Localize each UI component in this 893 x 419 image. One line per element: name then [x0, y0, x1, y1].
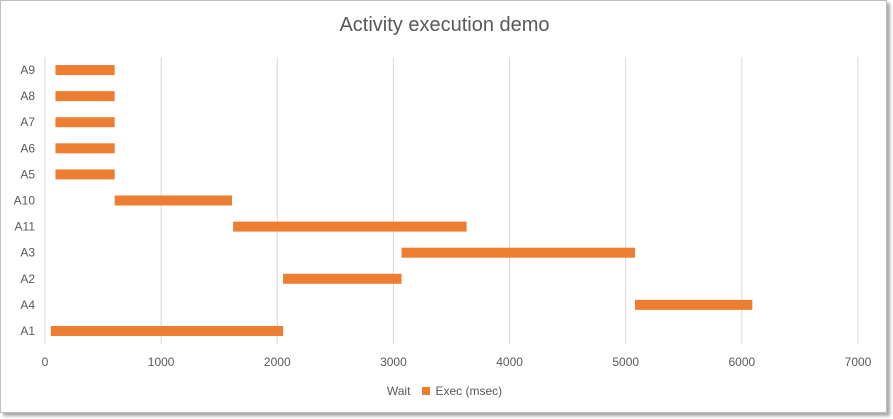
bar-exec-A2	[283, 273, 402, 284]
bar-exec-A10	[114, 195, 232, 206]
chart-plot: 0 1000 2000 3000 4000 5000 6000 7000 A1 A4 A2 A3 A11…	[14, 57, 872, 369]
x-tick-label-3000: 3000	[380, 355, 407, 369]
legend-item-wait: Wait	[387, 384, 411, 398]
x-tick-label-2000: 2000	[264, 355, 291, 369]
x-tick-label-5000: 5000	[612, 355, 639, 369]
x-tick-label-7000: 7000	[845, 355, 872, 369]
bar-exec-A8	[55, 91, 115, 102]
y-tick-label-A3: A3	[20, 246, 35, 260]
x-tick-label-6000: 6000	[729, 355, 756, 369]
bar-exec-A9	[55, 65, 115, 76]
chart-title: Activity execution demo	[339, 14, 550, 36]
chart-frame: Activity execution demo 0 1000 2000 3000 400…	[0, 0, 887, 413]
legend-item-exec: Exec (msec)	[422, 384, 502, 398]
y-tick-label-A10: A10	[14, 194, 36, 208]
bar-exec-A7	[55, 117, 115, 128]
bar-exec-A11	[233, 221, 467, 232]
y-tick-label-A5: A5	[20, 167, 35, 181]
bar-exec-A5	[55, 169, 115, 180]
legend-label-wait: Wait	[386, 384, 411, 398]
y-tick-label-A11: A11	[15, 220, 36, 234]
x-tick-label-1000: 1000	[148, 355, 175, 369]
y-tick-label-A1: A1	[20, 324, 35, 338]
y-tick-label-A8: A8	[20, 89, 35, 103]
bar-exec-A1	[50, 325, 284, 336]
legend-swatch-exec	[422, 387, 431, 395]
y-tick-label-A9: A9	[20, 63, 35, 77]
legend-label-exec: Exec (msec)	[435, 384, 503, 398]
y-tick-label-A2: A2	[20, 272, 35, 286]
bar-exec-A6	[55, 143, 115, 154]
bar-exec-A4	[635, 299, 753, 310]
x-tick-label-0: 0	[42, 355, 49, 369]
chart-legend: Wait Exec (msec)	[1, 384, 888, 398]
bar-exec-A3	[401, 247, 636, 258]
y-tick-label-A4: A4	[20, 298, 35, 312]
y-tick-label-A6: A6	[20, 141, 35, 155]
y-tick-label-A7: A7	[20, 115, 35, 129]
x-tick-label-4000: 4000	[496, 355, 523, 369]
